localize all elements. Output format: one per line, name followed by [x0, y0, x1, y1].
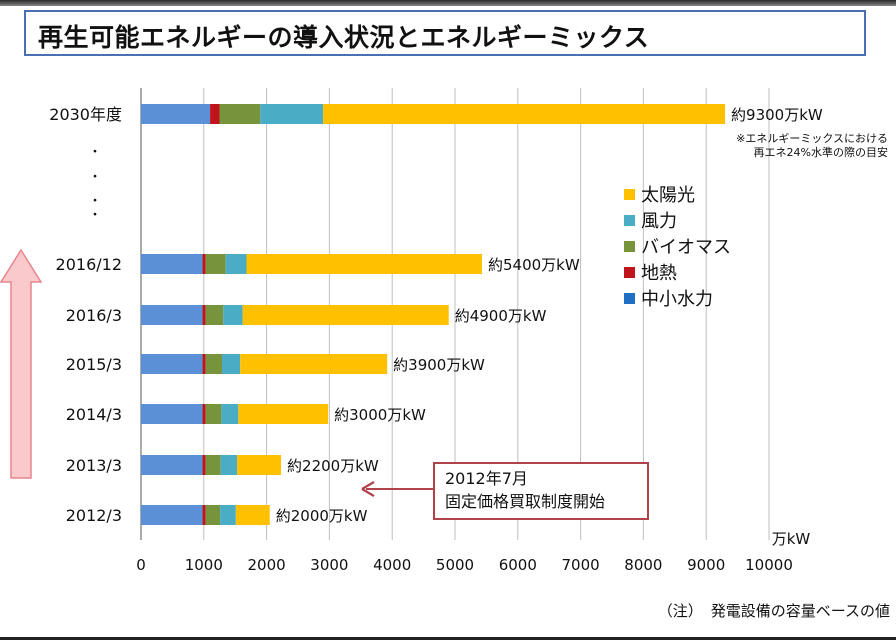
bar-segment — [260, 104, 324, 124]
page-title: 再生可能エネルギーの導入状況とエネルギーミックス — [38, 23, 650, 52]
ellipsis-dot: ・ — [88, 145, 101, 160]
x-tick-label: 9000 — [687, 556, 725, 574]
bar-segment — [219, 104, 261, 124]
bar-segment — [235, 505, 270, 525]
x-tick-label: 7000 — [562, 556, 600, 574]
bar-segment — [220, 505, 236, 525]
bar-segment — [205, 354, 223, 374]
footnote-text: 発電設備の容量ベースの値 — [710, 602, 890, 620]
bar-segment — [246, 254, 483, 274]
legend-swatch-solar — [624, 189, 635, 200]
annotation-line1: ※エネルギーミックスにおける — [736, 132, 888, 145]
bar-segment — [221, 404, 239, 424]
bottom-border — [0, 637, 896, 640]
bar-segment — [202, 455, 206, 475]
bar-segment — [223, 305, 243, 325]
legend-label-biomass: バイオマス — [641, 237, 731, 258]
x-tick-label: 3000 — [310, 556, 348, 574]
x-axis-unit-label: 万kW — [772, 530, 811, 548]
callout-line1: 2012年7月 — [445, 469, 528, 488]
y-category-label: 2014/3 — [66, 405, 122, 424]
bar-segment — [205, 455, 221, 475]
bar-total-label: 約3000万kW — [334, 406, 426, 424]
x-tick-label: 2000 — [248, 556, 286, 574]
legend-swatch-biomass — [624, 241, 635, 252]
bar-total-label: 約3900万kW — [393, 356, 485, 374]
bar-segment — [205, 404, 222, 424]
legend-swatch-small-hydro — [624, 293, 635, 304]
ellipsis-dot: ・ — [88, 194, 101, 209]
x-tick-label: 10000 — [745, 556, 793, 574]
bar-segment — [141, 505, 203, 525]
bar-segment — [141, 404, 203, 424]
bar-segment — [205, 254, 226, 274]
bar-segment — [205, 505, 221, 525]
bar-segment — [141, 455, 203, 475]
y-category-label: 2016/3 — [66, 306, 122, 325]
bar-segment — [238, 404, 329, 424]
x-tick-label: 8000 — [624, 556, 662, 574]
y-category-label: 2030年度 — [49, 105, 122, 124]
y-category-label: 2015/3 — [66, 355, 122, 374]
x-tick-label: 1000 — [185, 556, 223, 574]
x-tick-label: 6000 — [499, 556, 537, 574]
y-category-label: 2013/3 — [66, 456, 122, 475]
bar-segment — [141, 354, 203, 374]
legend-item-solar: 太陽光 — [624, 181, 695, 207]
bar-total-label: 約2000万kW — [276, 507, 368, 525]
bar-total-label: 約5400万kW — [488, 256, 580, 274]
bar-segment — [225, 254, 247, 274]
x-tick-label: 5000 — [436, 556, 474, 574]
legend-swatch-geothermal — [624, 267, 635, 278]
legend-label-solar: 太陽光 — [641, 185, 695, 206]
bar-segment — [202, 505, 206, 525]
legend-label-geothermal: 地熱 — [641, 263, 677, 284]
bar-segment — [210, 104, 220, 124]
ellipsis-dot: ・ — [88, 170, 101, 185]
legend-label-small-hydro: 中小水力 — [641, 289, 713, 310]
annotation-line2: 再エネ24%水準の際の目安 — [754, 145, 888, 159]
footnote: （注） 発電設備の容量ベースの値 — [650, 600, 890, 621]
title-box: 再生可能エネルギーの導入状況とエネルギーミックス — [24, 10, 866, 56]
bar-segment — [141, 254, 203, 274]
bar-segment — [220, 455, 238, 475]
y-category-label: 2016/12 — [56, 255, 122, 274]
bar-segment — [202, 305, 206, 325]
x-tick-label: 0 — [136, 556, 146, 574]
callout-line2: 固定価格買取制度開始 — [445, 492, 606, 511]
bar-segment — [141, 104, 211, 124]
footnote-prefix: （注） — [657, 602, 703, 620]
legend-label-wind: 風力 — [641, 211, 677, 232]
bar-total-label: 約4900万kW — [455, 307, 547, 325]
bar-total-label: 約2200万kW — [287, 457, 379, 475]
legend-swatch-wind — [624, 215, 635, 226]
x-tick-label: 4000 — [373, 556, 411, 574]
bar-segment — [205, 305, 224, 325]
bar-segment — [202, 254, 206, 274]
bar-total-label: 約9300万kW — [731, 106, 823, 124]
legend-item-biomass: バイオマス — [624, 233, 731, 259]
top-border — [0, 0, 896, 6]
progress-up-arrow — [0, 248, 43, 479]
bar-segment — [222, 354, 241, 374]
legend-item-wind: 風力 — [624, 207, 677, 233]
bar-segment — [141, 305, 203, 325]
bar-segment — [242, 305, 449, 325]
legend-item-small-hydro: 中小水力 — [624, 285, 713, 311]
callout-arrow-head — [361, 481, 375, 497]
y-category-label: 2012/3 — [66, 506, 122, 525]
bar-segment — [202, 354, 206, 374]
fit-start-callout: 2012年7月 固定価格買取制度開始 — [433, 462, 649, 520]
bar-segment — [240, 354, 388, 374]
bar-segment — [237, 455, 282, 475]
ellipsis-dot: ・ — [88, 208, 101, 223]
bar-segment — [202, 404, 206, 424]
legend-item-geothermal: 地熱 — [624, 259, 677, 285]
bar-segment — [323, 104, 726, 124]
